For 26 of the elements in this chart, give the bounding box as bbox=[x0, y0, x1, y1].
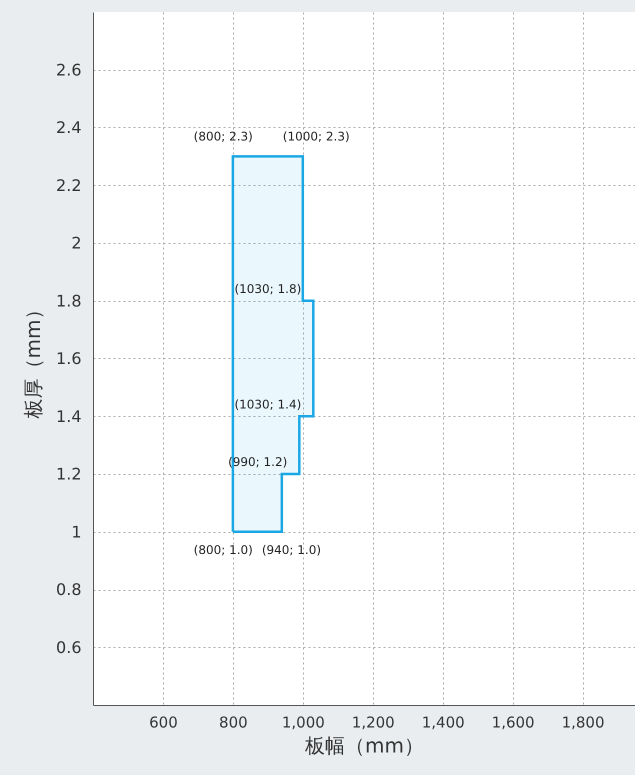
y-axis-title: 板厚（mm） bbox=[21, 300, 46, 420]
x-tick-label: 1,600 bbox=[492, 714, 535, 732]
annotation: (800; 2.3) bbox=[194, 129, 253, 144]
y-tick-label: 0.8 bbox=[56, 580, 82, 599]
y-tick-label: 1.8 bbox=[56, 291, 82, 310]
x-tick-label: 600 bbox=[149, 714, 178, 732]
x-axis-title: 板幅（mm） bbox=[304, 734, 424, 758]
annotation: (1030; 1.8) bbox=[234, 282, 302, 296]
annotation: (800; 1.0) bbox=[194, 542, 253, 557]
x-tick-label: 1,200 bbox=[352, 714, 395, 732]
y-tick-label: 1.2 bbox=[56, 464, 82, 484]
y-tick-label: 2 bbox=[71, 234, 82, 252]
y-tick-label: 0.6 bbox=[56, 638, 82, 657]
annotation: (1000; 2.3) bbox=[282, 129, 350, 144]
x-tick-label: 1,000 bbox=[282, 714, 325, 732]
y-tick-label: 2.2 bbox=[56, 176, 82, 195]
y-tick-label: 1 bbox=[71, 522, 82, 542]
x-tick-label: 800 bbox=[219, 714, 248, 732]
y-tick-label: 2.4 bbox=[56, 118, 82, 137]
y-tick-label: 1.4 bbox=[56, 406, 82, 426]
x-tick-label: 1,800 bbox=[562, 714, 605, 732]
annotation: (940; 1.0) bbox=[262, 542, 322, 557]
x-tick-label: 1,400 bbox=[422, 714, 465, 732]
y-tick-label: 1.6 bbox=[56, 349, 82, 368]
annotation: (1030; 1.4) bbox=[234, 397, 302, 412]
y-tick-label: 2.6 bbox=[56, 60, 82, 80]
